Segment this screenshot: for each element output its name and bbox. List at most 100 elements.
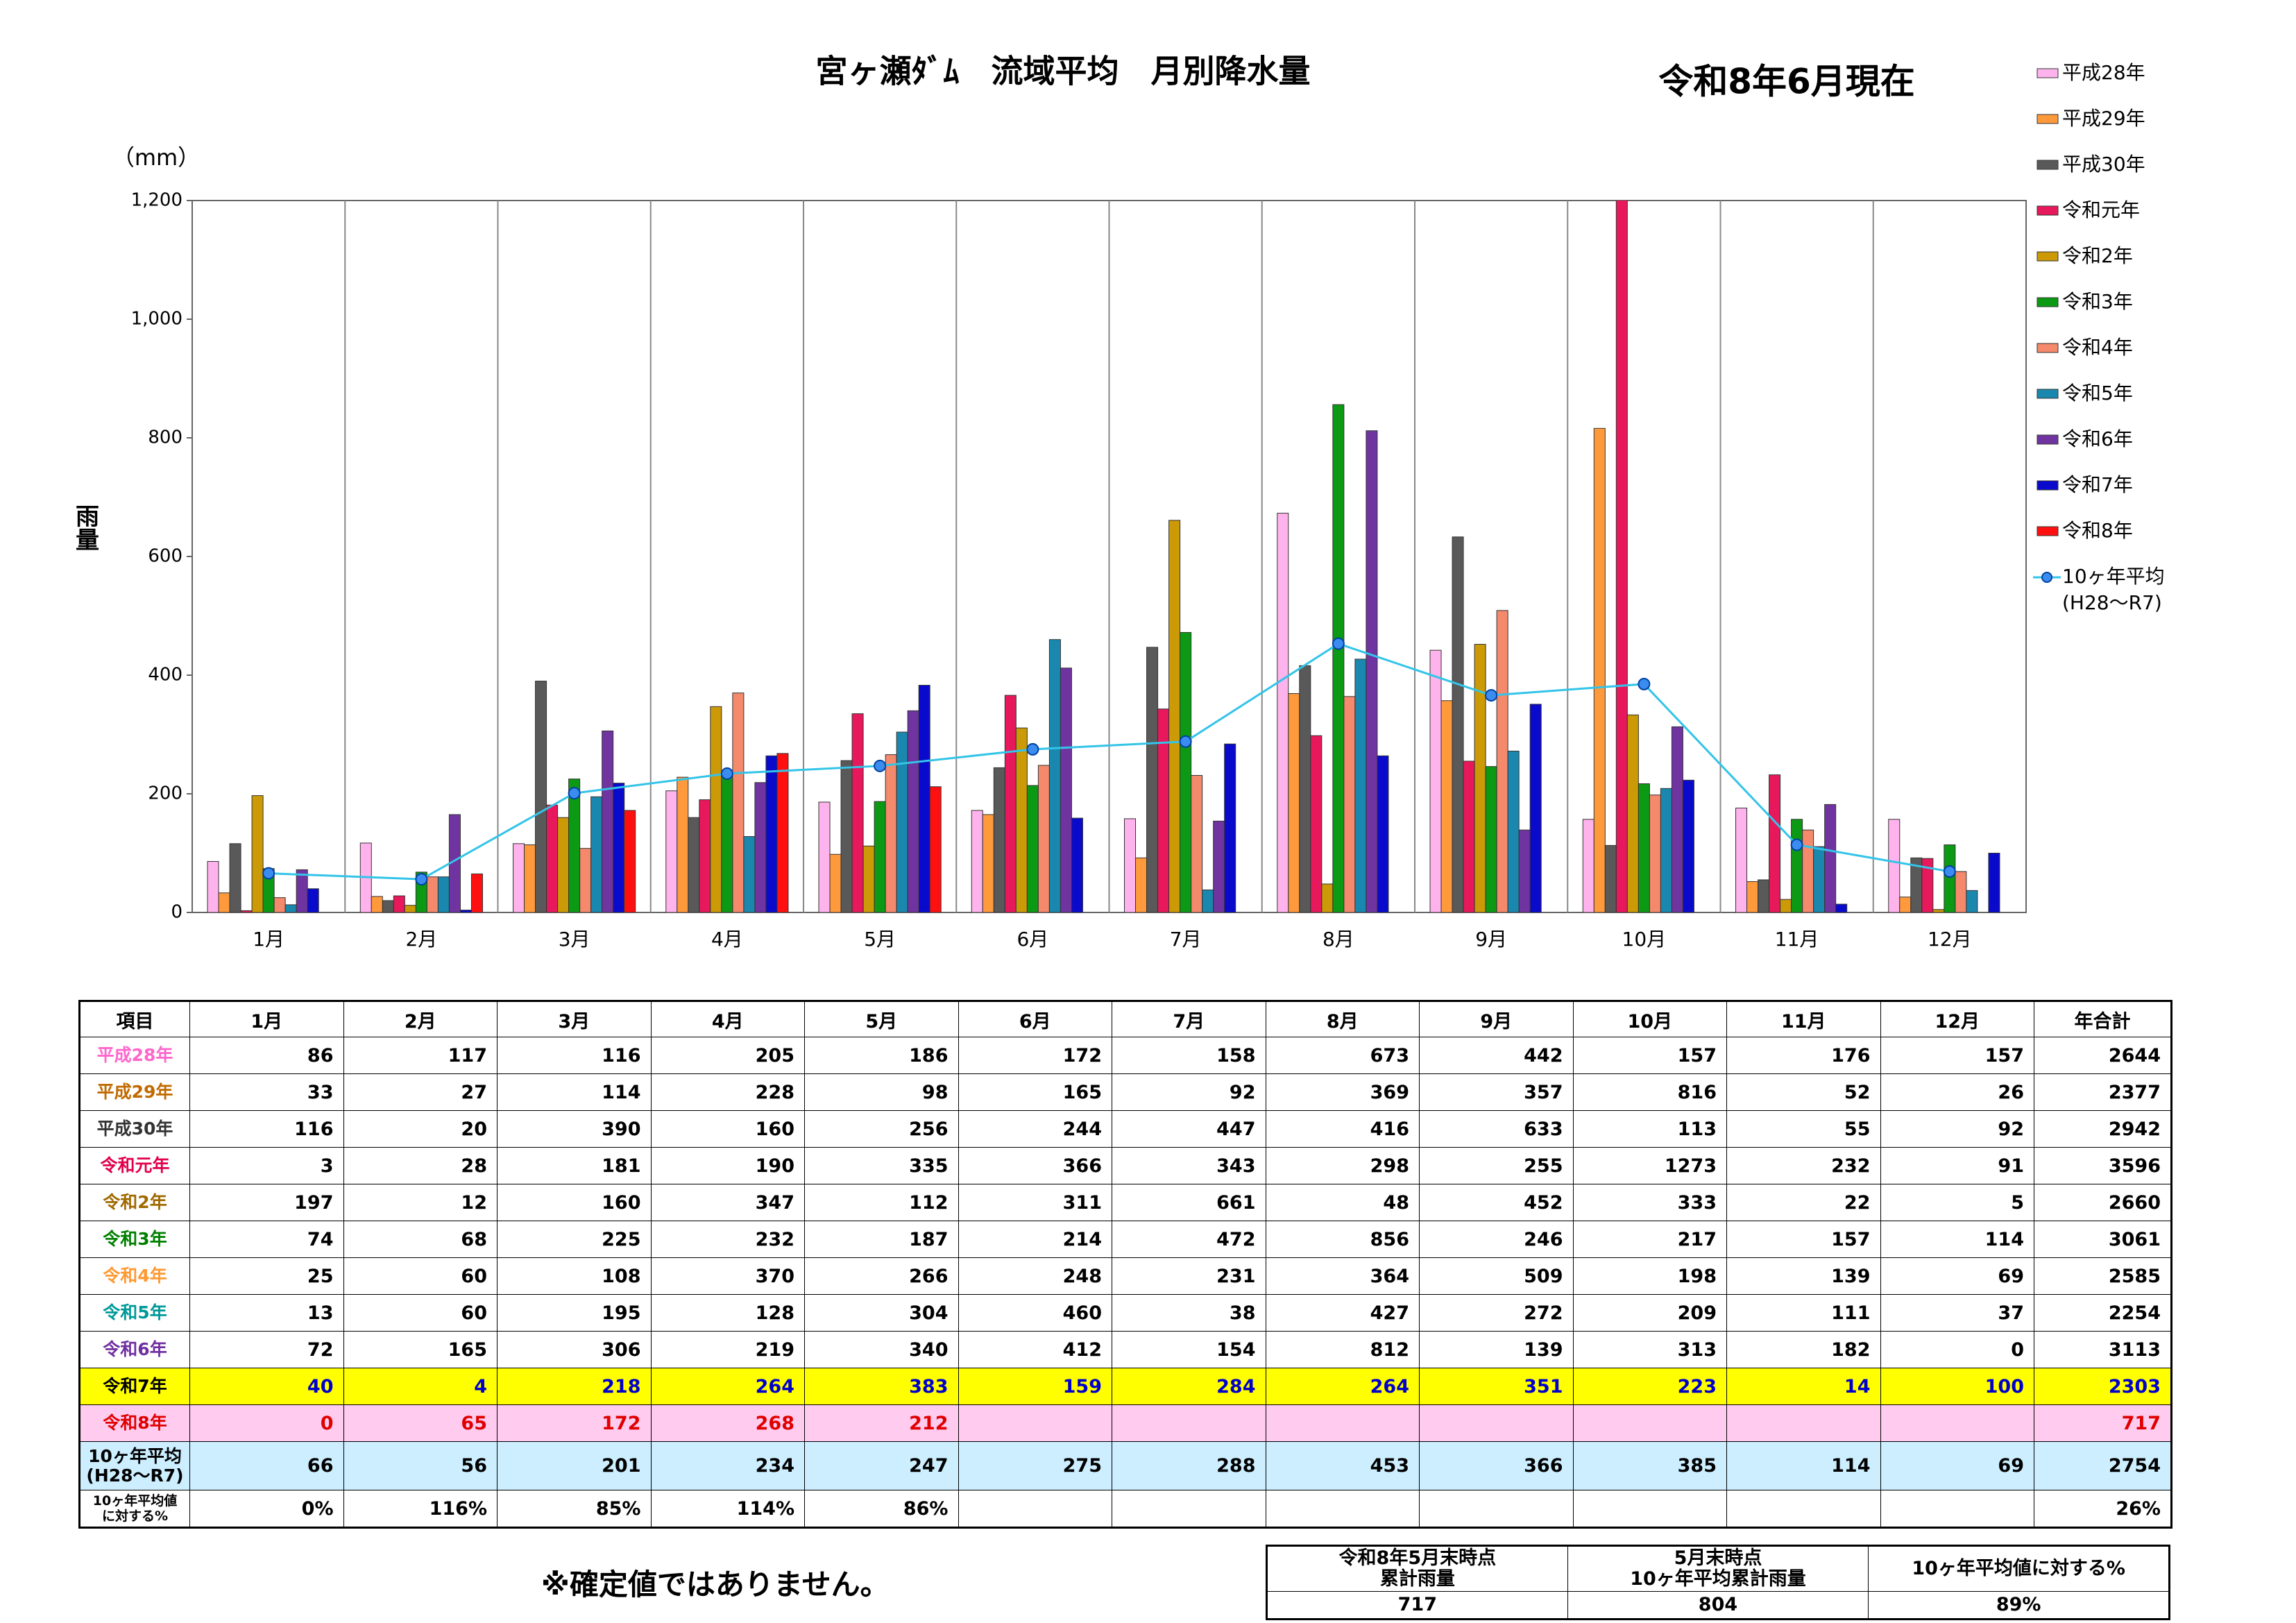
bar [862, 845, 875, 912]
bar [1048, 639, 1061, 912]
total-cell: 3596 [2034, 1147, 2172, 1184]
bar [535, 681, 547, 912]
cell: 176 [1726, 1037, 1881, 1074]
total-cell: 2377 [2034, 1073, 2172, 1111]
cell: 509 [1419, 1257, 1574, 1295]
legend-rect [2036, 343, 2059, 353]
cell [958, 1490, 1112, 1528]
cell: 288 [1112, 1441, 1266, 1490]
bar [524, 844, 536, 912]
legend-entry: 令和2年 [2032, 243, 2288, 289]
bar [1835, 903, 1848, 912]
cell: 111 [1726, 1294, 1881, 1332]
bar [1824, 804, 1837, 912]
bar [382, 900, 394, 912]
bar [1802, 829, 1814, 912]
x-tick-label: 3月 [559, 928, 590, 951]
header-cell: 12月 [1880, 1001, 2034, 1037]
y-tick-label: 200 [148, 783, 182, 804]
cell: 311 [958, 1184, 1112, 1221]
cell: 369 [1265, 1073, 1420, 1111]
cell: 91 [1880, 1147, 2034, 1184]
cell: 364 [1265, 1257, 1420, 1295]
chart-subtitle: 令和8年6月現在 [1658, 62, 1915, 102]
summary-head-cell: 5月末時点 10ヶ年平均累計雨量 [1567, 1545, 1869, 1592]
cell: 66 [189, 1441, 344, 1490]
cell: 114 [497, 1073, 652, 1111]
total-cell: 2660 [2034, 1184, 2172, 1221]
bar [829, 853, 842, 912]
y-tick-label: 400 [148, 665, 182, 686]
cell: 218 [497, 1368, 652, 1405]
bar [1157, 708, 1170, 912]
bar [513, 843, 525, 912]
bar [699, 799, 711, 912]
cell: 172 [958, 1037, 1112, 1074]
cell: 268 [650, 1404, 805, 1442]
x-tick-label: 1月 [253, 928, 284, 951]
legend-label: 平成30年 [2062, 153, 2145, 176]
bar [284, 904, 297, 912]
cell: 246 [1419, 1221, 1574, 1258]
header-cell: 8月 [1265, 1001, 1420, 1037]
cell: 366 [1419, 1441, 1574, 1490]
legend-rect [2036, 389, 2059, 399]
cell: 69 [1880, 1257, 2034, 1295]
cell [1112, 1490, 1266, 1528]
cell: 60 [343, 1294, 498, 1332]
bar [1769, 774, 1781, 912]
bar [1146, 647, 1159, 912]
bar [1377, 755, 1389, 912]
cell: 74 [189, 1221, 344, 1258]
bar [1682, 779, 1694, 912]
bar [590, 796, 603, 912]
data-row: 平成30年 116 20 390 160 256 244 447 416 633 113 55 92 29… [79, 1110, 2172, 1148]
average-marker [1026, 742, 1039, 756]
legend-label: 平成29年 [2062, 107, 2145, 130]
average-marker [1638, 677, 1651, 690]
bar [1366, 430, 1378, 912]
bar [579, 848, 592, 912]
total-cell: 2644 [2034, 1037, 2172, 1074]
header-cell: 年合計 [2034, 1001, 2172, 1037]
x-tick-label: 12月 [1928, 928, 1972, 951]
cell [1112, 1404, 1266, 1442]
legend-swatch [2036, 205, 2059, 216]
legend-entry: 10ヶ年平均 (H28～R7) [2032, 563, 2288, 614]
cell: 165 [958, 1073, 1112, 1111]
note: ※確定値ではありません。 [541, 1567, 890, 1601]
cell: 0 [189, 1404, 344, 1442]
cell: 442 [1419, 1037, 1574, 1074]
legend-label: 10ヶ年平均 (H28～R7) [2062, 565, 2165, 614]
bar [207, 860, 219, 912]
summary-values: 717 804 89% [1266, 1591, 2170, 1620]
row-label: 令和2年 [79, 1184, 190, 1221]
cell: 27 [343, 1073, 498, 1111]
bar [1649, 794, 1661, 912]
header-cell: 4月 [650, 1001, 805, 1037]
cell: 217 [1572, 1221, 1727, 1258]
legend-rect [2036, 526, 2059, 536]
cell: 412 [958, 1331, 1112, 1368]
cell: 157 [1572, 1037, 1727, 1074]
legend-label: 令和8年 [2062, 519, 2133, 542]
bar [885, 754, 897, 912]
legend-entry: 令和7年 [2032, 472, 2288, 518]
cell: 108 [497, 1257, 652, 1295]
cell: 266 [804, 1257, 959, 1295]
cell: 248 [958, 1257, 1112, 1295]
legend-swatch [2036, 251, 2059, 262]
legend-rect [2036, 68, 2059, 78]
bar [307, 888, 319, 912]
summary-head-cell: 10ヶ年平均値に対する% [1868, 1545, 2170, 1592]
data-row: 令和元年 3 28 181 190 335 366 343 298 255 1273 232 91 359… [79, 1147, 2172, 1184]
data-row: 平成29年 33 27 114 228 98 165 92 369 357 816 52 26 2377 [79, 1073, 2172, 1111]
legend-entry: 平成28年 [2032, 60, 2288, 105]
bar [851, 713, 864, 912]
bar [437, 876, 450, 912]
legend-swatch [2036, 343, 2059, 353]
x-tick-label: 6月 [1017, 928, 1048, 951]
bar [874, 801, 886, 912]
cell: 20 [343, 1110, 498, 1148]
cell: 139 [1726, 1257, 1881, 1295]
